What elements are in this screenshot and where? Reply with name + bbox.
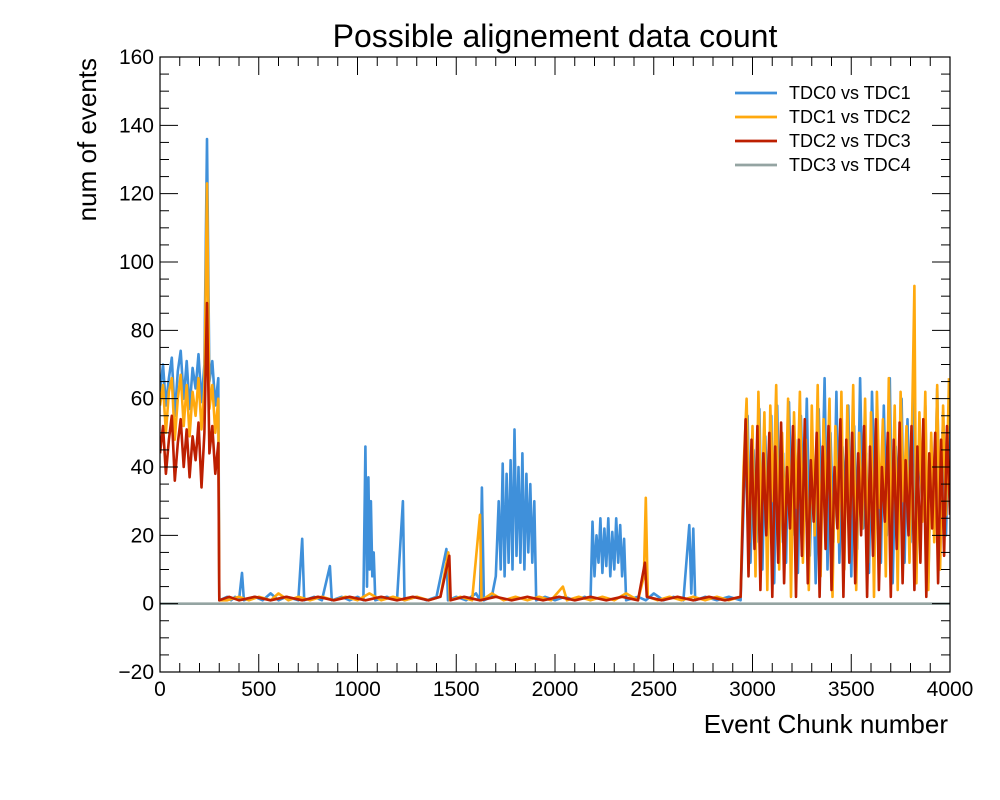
x-tick-label: 2500 [630,678,677,701]
x-tick-label: 4000 [927,678,974,701]
tick-label-layer: 0 500 1000 1500 2000 2500 3000 3500 4000−2002040… [118,46,973,701]
series-layer [160,137,950,605]
y-tick-label: −20 [118,661,154,684]
x-tick-label: 1500 [433,678,480,701]
series-line-2 [160,301,950,602]
x-tick-label: 2000 [532,678,579,701]
x-tick-label: 500 [241,678,276,701]
x-axis-title: Event Chunk number [704,709,949,739]
tick-layer [159,56,951,673]
x-tick-label: 0 [154,678,166,701]
legend-label: TDC3 vs TDC4 [789,155,911,175]
legend-label: TDC0 vs TDC1 [789,83,911,103]
chart-title: Possible alignement data count [333,18,778,54]
legend-label: TDC1 vs TDC2 [789,107,911,127]
y-tick-label: 160 [119,46,154,69]
y-tick-label: 60 [131,388,154,411]
x-tick-label: 3000 [729,678,776,701]
y-tick-label: 140 [119,114,154,137]
y-tick-label: 20 [131,524,154,547]
y-tick-label: 40 [131,456,154,479]
x-tick-label: 3500 [828,678,875,701]
y-tick-label: 120 [119,183,154,206]
y-tick-label: 80 [131,319,154,342]
plot-frame [159,56,951,673]
y-axis-title: num of events [72,58,102,221]
y-tick-label: 100 [119,251,154,274]
y-tick-label: 0 [142,593,154,616]
legend-label: TDC2 vs TDC3 [789,131,911,151]
x-tick-label: 1000 [334,678,381,701]
legend: TDC0 vs TDC1 TDC1 vs TDC2 TDC2 vs TDC3 TDC3… [735,83,911,175]
